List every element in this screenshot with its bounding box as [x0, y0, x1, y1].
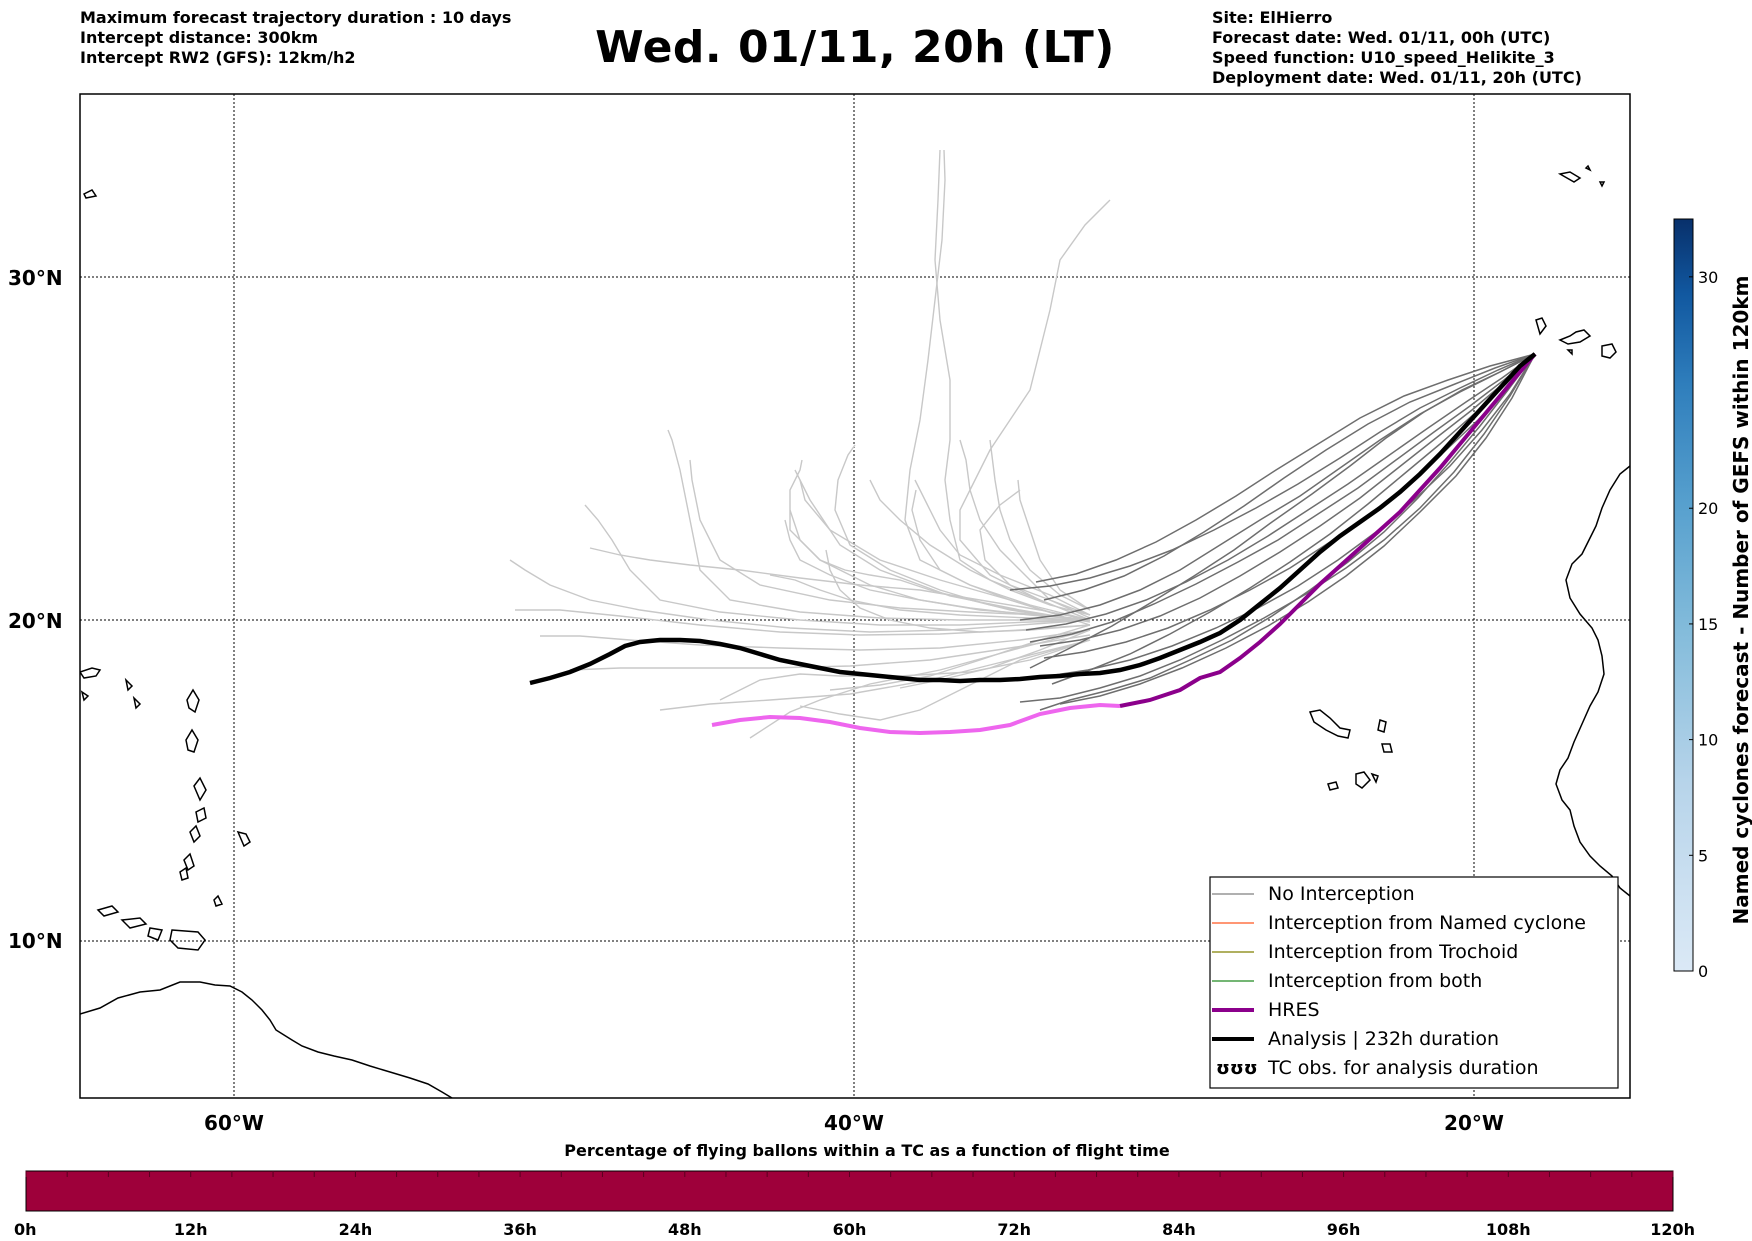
time-bar-fill [25, 1170, 1674, 1212]
legend-item: Interception from Named cyclone [1212, 912, 1586, 934]
legend-label: HRES [1268, 999, 1320, 1021]
header-line: Intercept distance: 300km [80, 28, 319, 47]
legend-item: Interception from Trochoid [1212, 941, 1518, 963]
lon-label: 60°W [204, 1111, 264, 1135]
legend-item: Interception from both [1212, 970, 1482, 992]
legend-item: No Interception [1212, 883, 1415, 905]
colorbar-tick-label: 5 [1698, 846, 1708, 865]
legend-item: ʊʊʊ TC obs. for analysis duration [1216, 1057, 1539, 1079]
lon-label: 20°W [1444, 1111, 1504, 1135]
coast-puerto-rico [80, 667, 142, 710]
coast-lesser-antilles [179, 688, 251, 907]
coast-south-america [80, 981, 453, 1098]
coast-canary-islands [1535, 317, 1617, 359]
colorbar: 0 5 10 15 20 30 Named cyclones forecast - Num… [1673, 218, 1752, 981]
colorbar-ticks: 0 5 10 15 20 30 [1689, 268, 1718, 981]
legend-label: Interception from both [1268, 970, 1482, 992]
colorbar-tick-label: 0 [1698, 962, 1708, 981]
time-bar: Percentage of flying ballons within a TC… [14, 1141, 1695, 1239]
coast-trinidad [169, 929, 206, 951]
header-line: Speed function: U10_speed_Helikite_3 [1212, 48, 1555, 67]
colorbar-tick-label: 10 [1698, 731, 1718, 750]
legend-box [1209, 876, 1619, 1089]
header-info-left: Maximum forecast trajectory duration : 1… [80, 8, 511, 68]
legend-label: Analysis | 232h duration [1268, 1028, 1499, 1050]
hres-trajectory-pink [711, 702, 1121, 736]
time-bar-labels: 0h 12h 24h 36h 48h 60h 72h 84h 96h 108h 120h [14, 1220, 1695, 1239]
time-bar-label: 84h [1162, 1220, 1196, 1239]
coast-bahamas [82, 189, 98, 199]
header-line: Maximum forecast trajectory duration : 1… [80, 8, 512, 27]
lon-label: 40°W [824, 1111, 884, 1135]
main-title: Wed. 01/11, 20h (LT) [595, 22, 1115, 73]
legend-tc-glyph: ʊʊʊ [1216, 1058, 1258, 1079]
coastlines [80, 164, 1630, 1098]
time-bar-ticks [25, 1171, 1674, 1177]
legend-item: HRES [1212, 999, 1320, 1021]
header-info-right: Site: ElHierro Forecast date: Wed. 01/11… [1212, 8, 1582, 88]
header-line: Site: ElHierro [1212, 8, 1333, 27]
ensemble-no-interception-trajectories [1009, 353, 1536, 711]
time-bar-label: 72h [997, 1220, 1031, 1239]
ensemble-light-trajectories [509, 149, 1111, 739]
legend-label: Interception from Named cyclone [1268, 912, 1586, 934]
time-bar-title: Percentage of flying ballons within a TC… [564, 1141, 1170, 1160]
map-frame [79, 93, 1631, 1099]
lat-label: 30°N [8, 266, 63, 290]
legend-label: No Interception [1268, 883, 1415, 905]
time-bar-label: 108h [1486, 1220, 1531, 1239]
colorbar-tick-label: 15 [1698, 615, 1718, 634]
lat-label: 10°N [8, 929, 63, 953]
lat-label: 20°N [8, 609, 63, 633]
legend-label: Interception from Trochoid [1268, 941, 1518, 963]
map-legend: No Interception Interception from Named c… [1209, 876, 1619, 1089]
time-bar-label: 12h [174, 1220, 208, 1239]
colorbar-scale [1673, 218, 1694, 972]
colorbar-label: Named cyclones forecast - Number of GEFS… [1729, 276, 1752, 925]
legend-label: TC obs. for analysis duration [1267, 1057, 1539, 1079]
time-bar-label: 48h [668, 1220, 702, 1239]
time-bar-label: 96h [1327, 1220, 1361, 1239]
time-bar-label: 120h [1650, 1220, 1695, 1239]
coast-africa [1555, 465, 1630, 897]
header-line: Intercept RW2 (GFS): 12km/h2 [80, 48, 356, 67]
time-bar-label: 60h [833, 1220, 867, 1239]
colorbar-tick-label: 30 [1698, 268, 1718, 287]
header-line: Deployment date: Wed. 01/11, 20h (UTC) [1212, 68, 1582, 87]
analysis-trajectory [529, 352, 1537, 686]
coast-madeira [1557, 164, 1606, 188]
time-bar-label: 36h [503, 1220, 537, 1239]
time-bar-label: 24h [339, 1220, 373, 1239]
hres-trajectory [1119, 352, 1537, 708]
map-axis-labels: 30°N 20°N 10°N 60°W 40°W 20°W [8, 266, 1504, 1135]
coast-cape-verde [1308, 709, 1393, 791]
header-line: Forecast date: Wed. 01/11, 00h (UTC) [1212, 28, 1551, 47]
colorbar-tick-label: 20 [1698, 499, 1718, 518]
legend-item: Analysis | 232h duration [1212, 1028, 1499, 1050]
coast-venezuela-islands [96, 905, 164, 941]
time-bar-label: 0h [14, 1220, 37, 1239]
